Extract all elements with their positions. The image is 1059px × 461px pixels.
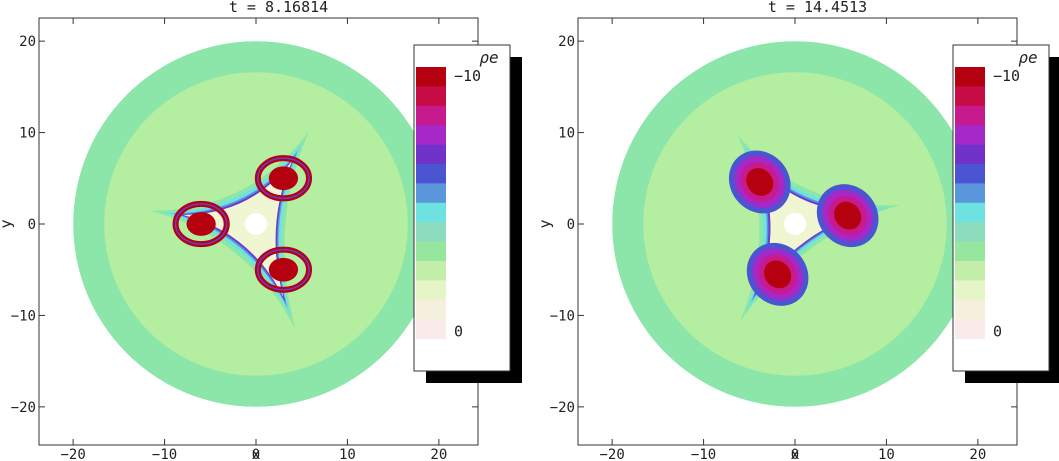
legend-swatch <box>955 280 985 301</box>
legend-swatch <box>955 125 985 146</box>
vortex-spiral-edge <box>174 203 228 245</box>
legend-swatch <box>416 280 446 301</box>
y-axis-label: y <box>0 219 15 228</box>
legend-swatch <box>416 299 446 320</box>
y-tick-label: 0 <box>567 217 575 233</box>
legend-swatch <box>416 222 446 243</box>
x-tick-label: 10 <box>339 447 356 461</box>
y-tick-label: 10 <box>19 126 36 142</box>
legend-swatch <box>416 67 446 87</box>
plot-panel-right: t = 14.4513−20 −10 0 10 2020100−10−20xyρe−10… <box>536 0 1059 461</box>
legend-swatch <box>955 299 985 320</box>
density-field <box>73 41 439 407</box>
density-field <box>612 41 978 407</box>
color-legend: ρe−10 0 <box>413 44 511 372</box>
legend-swatch <box>416 105 446 126</box>
x-tick-label: 10 <box>878 447 895 461</box>
vortex-core <box>834 201 862 230</box>
legend-top-label: −10 <box>454 67 481 85</box>
vortex-spiral-edge <box>257 157 310 200</box>
x-tick-label: 20 <box>969 447 986 461</box>
legend-swatch <box>416 319 446 340</box>
legend-swatch <box>955 164 985 184</box>
y-tick-label: 20 <box>19 34 36 50</box>
legend-swatch <box>955 222 985 243</box>
y-tick-label: −20 <box>11 400 36 416</box>
y-tick-label: −20 <box>550 400 575 416</box>
legend-swatch <box>416 183 446 204</box>
vortex-core-group <box>728 134 901 323</box>
y-axis-label: y <box>536 219 554 228</box>
x-tick-label: 0 <box>252 447 260 461</box>
center-hole <box>784 213 806 235</box>
legend-swatch <box>416 144 446 165</box>
legend-swatch <box>416 241 446 262</box>
y-tick-label: 0 <box>28 217 36 233</box>
vortex-core <box>186 212 216 236</box>
x-tick-label: −10 <box>691 447 716 461</box>
y-tick-label: −10 <box>11 308 36 324</box>
legend-swatch <box>955 261 985 281</box>
center-hole <box>245 213 267 235</box>
legend-swatch <box>416 202 446 223</box>
vortex-core <box>268 166 299 191</box>
x-tick-label: −20 <box>60 447 85 461</box>
legend-title: ρe <box>479 48 498 67</box>
x-tick-label: −20 <box>599 447 624 461</box>
vortex-core <box>764 260 792 289</box>
x-axis-label: x <box>251 445 260 461</box>
legend-swatch <box>416 125 446 146</box>
y-tick-label: 10 <box>558 126 575 142</box>
x-tick-label: 20 <box>430 447 447 461</box>
x-axis-label: x <box>790 445 799 461</box>
legend-swatch <box>955 67 985 87</box>
legend-swatch <box>416 86 446 107</box>
legend-swatch <box>955 86 985 107</box>
legend-top-label: −10 <box>993 67 1020 85</box>
vortex-core <box>746 168 774 196</box>
plot-title: t = 8.16814 <box>229 0 328 16</box>
legend-swatch <box>955 319 985 340</box>
vortex-core <box>268 257 299 282</box>
legend-swatch <box>416 261 446 281</box>
legend-swatch <box>955 105 985 126</box>
y-tick-label: 20 <box>558 34 575 50</box>
legend-bottom-label: 0 <box>993 323 1002 341</box>
x-tick-label: 0 <box>791 447 799 461</box>
x-tick-label: −10 <box>152 447 177 461</box>
legend-swatch <box>955 144 985 165</box>
legend-swatch <box>955 241 985 262</box>
plot-title: t = 14.4513 <box>768 0 867 16</box>
vortex-spiral-edge <box>257 248 310 291</box>
legend-bottom-label: 0 <box>454 323 463 341</box>
legend-swatch <box>955 202 985 223</box>
legend-swatch <box>416 164 446 184</box>
y-tick-label: −10 <box>550 308 575 324</box>
legend-swatch <box>955 183 985 204</box>
legend-title: ρe <box>1018 48 1037 67</box>
color-legend: ρe−10 0 <box>952 44 1050 372</box>
plot-panel-left: t = 8.16814−20−100102020100−10−20xyρe−10… <box>0 0 522 461</box>
vortex-core-group <box>149 131 313 331</box>
